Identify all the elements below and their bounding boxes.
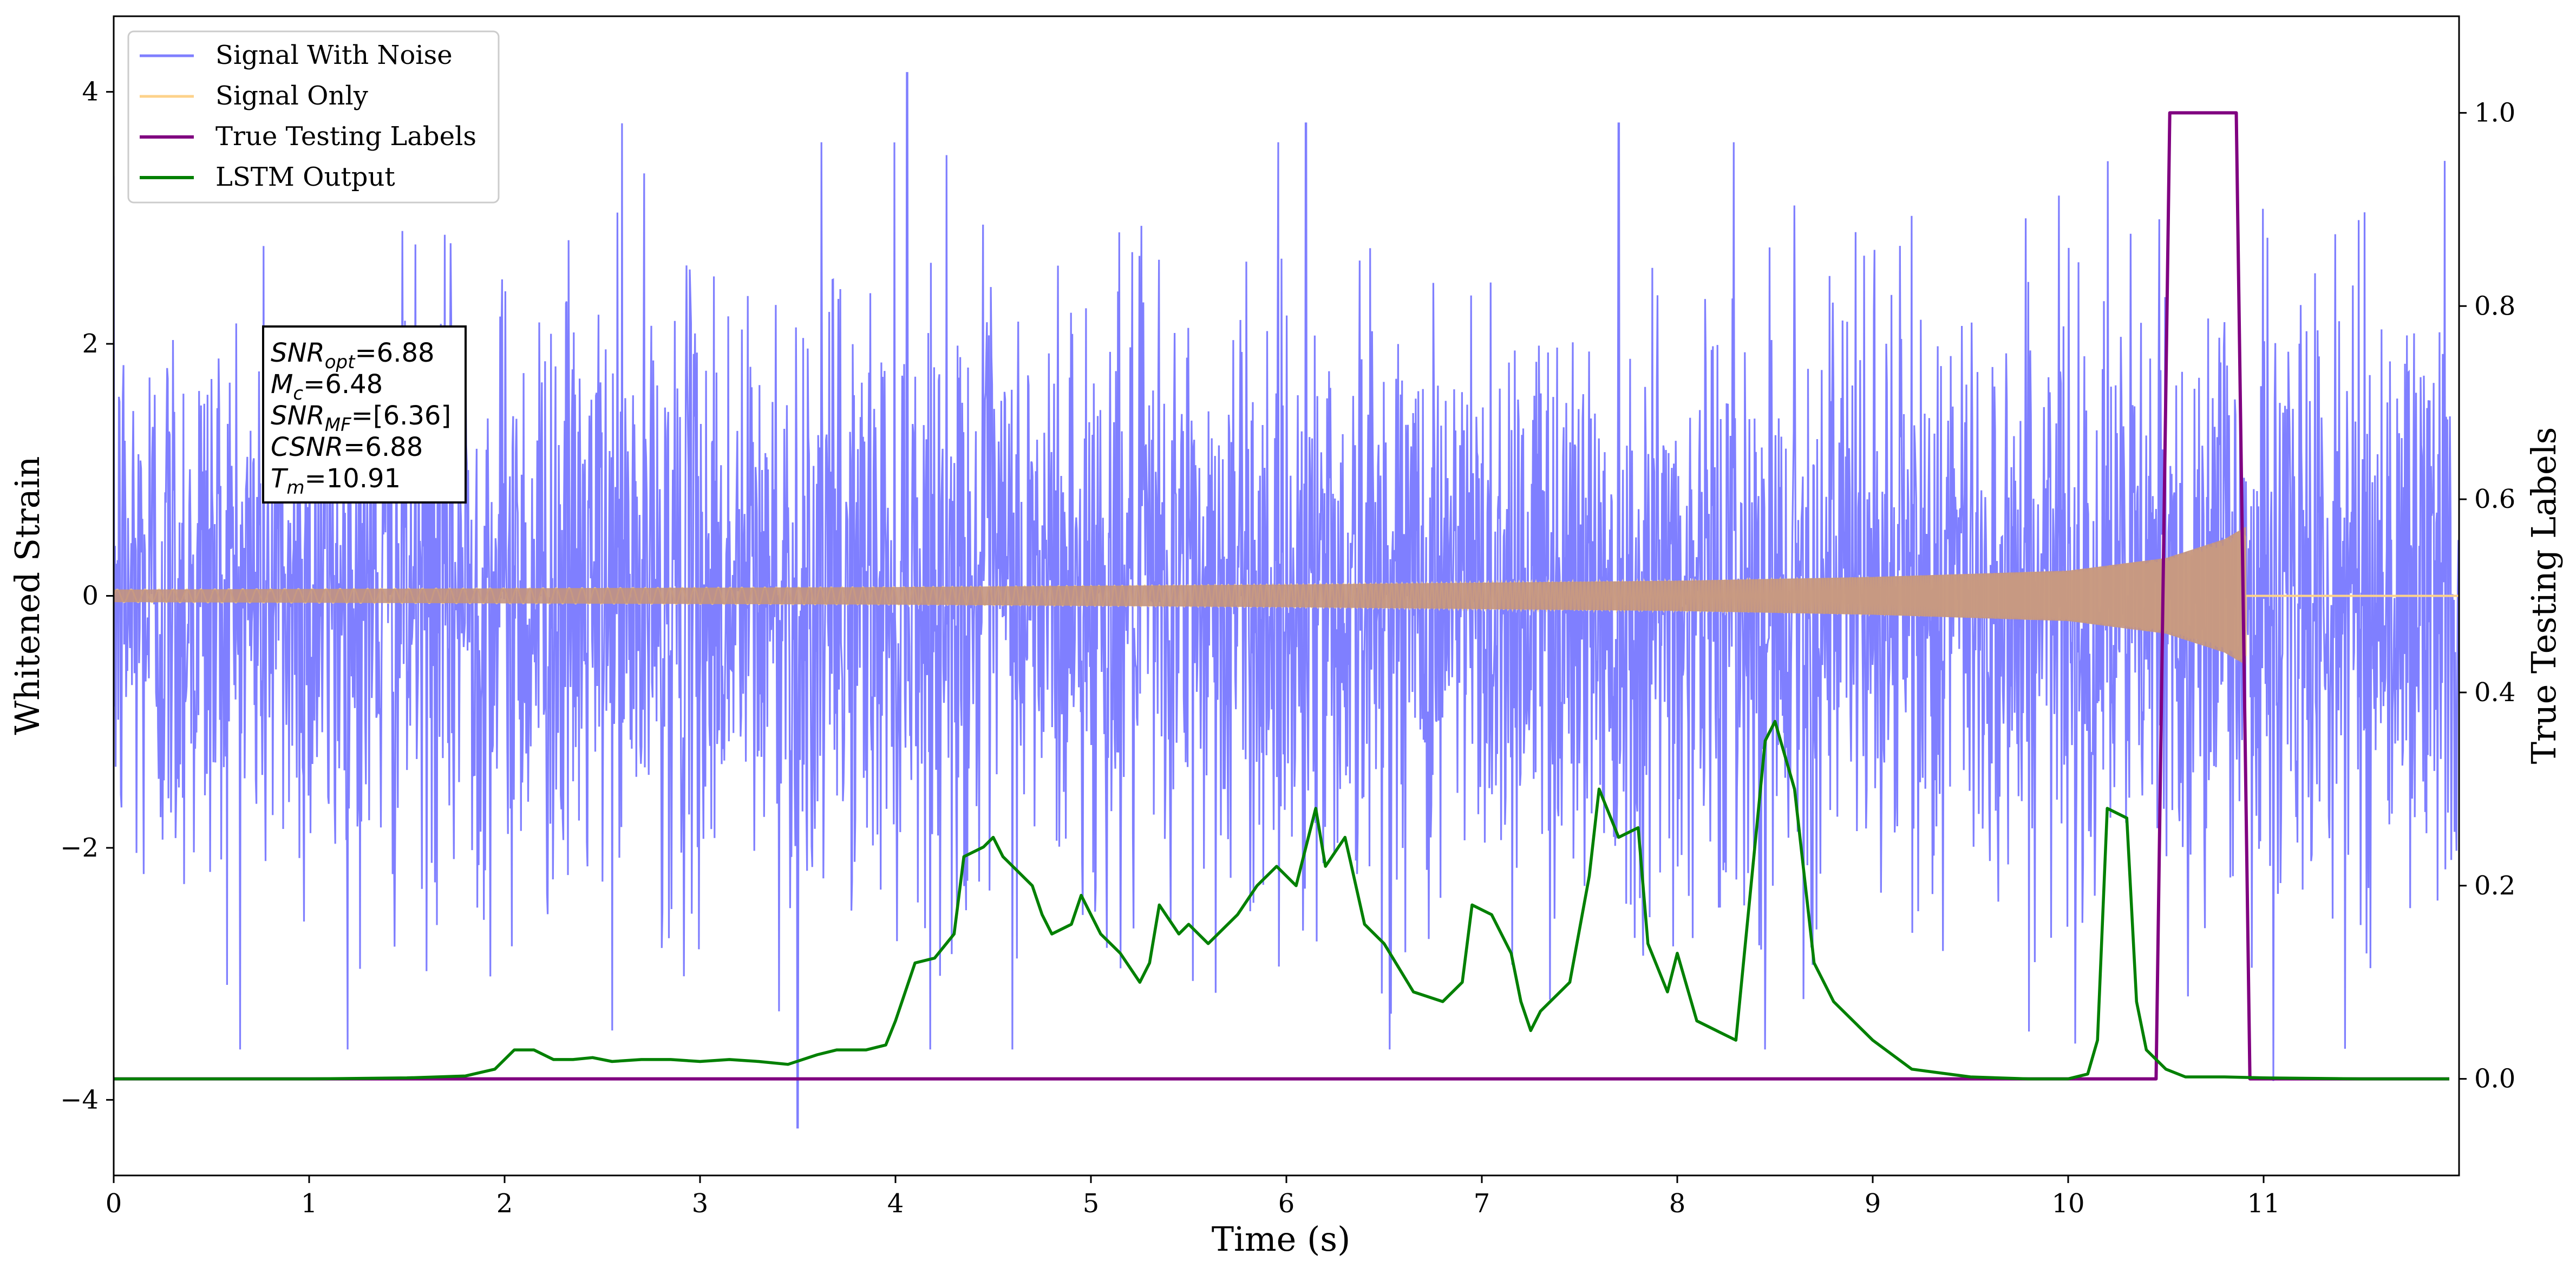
legend: Signal With Noise Signal Only True Testi… — [127, 30, 500, 204]
series-signal-with-noise — [114, 72, 2459, 1129]
signal-only-envelope — [114, 526, 2246, 665]
y-right-tick-label: 0.2 — [2474, 871, 2515, 901]
y-right-tick-label: 0.0 — [2474, 1064, 2515, 1094]
legend-label-signal-with-noise: Signal With Noise — [215, 40, 453, 70]
annotation-line: Mc=6.48 — [271, 369, 383, 404]
series-signal-only — [114, 526, 2459, 665]
plot-area — [114, 72, 2459, 1129]
signal-with-noise-line — [114, 72, 2459, 1129]
x-tick-label: 11 — [2247, 1188, 2280, 1219]
y-right-tick-label: 0.8 — [2474, 291, 2515, 321]
y-left-tick-label: 4 — [82, 77, 99, 107]
annotation-frame — [262, 325, 467, 504]
y-right-tick-label: 0.6 — [2474, 484, 2515, 514]
legend-label-lstm-output: LSTM Output — [215, 162, 395, 192]
x-tick-label: 4 — [887, 1188, 904, 1219]
x-tick-label: 8 — [1669, 1188, 1686, 1219]
annotation-line: SNRMF=[6.36] — [271, 401, 451, 436]
y-right-tick-label: 1.0 — [2474, 97, 2515, 128]
legend-box — [127, 30, 500, 204]
y-left-tick-label: −4 — [60, 1084, 99, 1115]
x-tick-label: 6 — [1278, 1188, 1295, 1219]
x-tick-label: 7 — [1474, 1188, 1490, 1219]
y-axis-right-label: True Testing Labels — [2524, 427, 2564, 765]
x-tick-label: 3 — [692, 1188, 709, 1219]
annotation-line: SNRopt=6.88 — [271, 338, 435, 373]
y-left-tick-label: 0 — [82, 581, 99, 611]
series-lstm-output — [114, 720, 2449, 1081]
x-tick-label: 9 — [1865, 1188, 1881, 1219]
legend-label-signal-only: Signal Only — [215, 81, 368, 111]
y-left-tick-label: 2 — [82, 329, 99, 359]
x-tick-label: 2 — [496, 1188, 513, 1219]
x-tick-label: 0 — [106, 1188, 122, 1219]
lstm-output-line — [114, 720, 2449, 1081]
y-axis-left-label: Whitened Strain — [8, 456, 47, 735]
y-axis-left: −4 −2 0 2 4 — [60, 77, 114, 1115]
x-tick-label: 10 — [2051, 1188, 2084, 1219]
x-tick-label: 5 — [1083, 1188, 1100, 1219]
y-axis-right: 0.0 0.2 0.4 0.6 0.8 1.0 — [2459, 97, 2515, 1094]
x-tick-label: 1 — [301, 1188, 318, 1219]
y-left-tick-label: −2 — [60, 833, 99, 863]
annotation-box: SNRopt=6.88Mc=6.48SNRMF=[6.36]CSNR=6.88T… — [262, 325, 467, 504]
y-right-tick-label: 0.4 — [2474, 677, 2515, 708]
annotation-line: CSNR=6.88 — [271, 432, 423, 462]
legend-label-true-testing-labels: True Testing Labels — [215, 121, 476, 152]
x-axis: 0 1 2 3 4 5 6 7 8 9 10 11 — [106, 1175, 2280, 1219]
x-axis-label: Time (s) — [1212, 1219, 1351, 1259]
annotation-line: Tm=10.91 — [271, 463, 401, 499]
